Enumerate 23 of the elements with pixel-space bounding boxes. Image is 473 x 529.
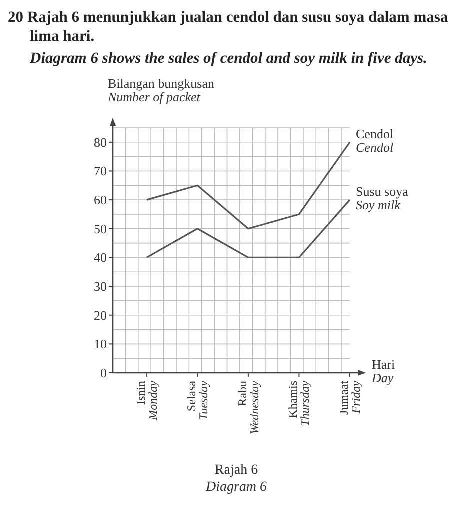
- y-tick-label: 30: [94, 279, 107, 294]
- x-axis-title: Hari Day: [371, 357, 396, 386]
- y-tick-label: 40: [94, 250, 107, 266]
- y-tick-label: 50: [94, 222, 107, 237]
- line-series: [146, 142, 351, 230]
- chart-title: 20 Rajah 6 menunjukkan jualan cendol dan susu soya dalam masa lima hari.: [8, 8, 450, 47]
- chart-subtitle: Diagram 6 shows the sales of cendol and soy milk in five days.: [29, 48, 428, 68]
- y-tick-label: 20: [94, 308, 107, 323]
- y-tick-label: 80: [94, 135, 107, 150]
- x-tick-label: Khamis Thursday: [286, 380, 312, 426]
- series-label: Susu soya Soy milk: [356, 184, 409, 213]
- series-label: Cendol Cendol: [356, 126, 394, 156]
- x-tick-label: Rabu Wednesday: [235, 380, 262, 435]
- y-axis-title: Bilangan bungkusan Number of packet: [107, 76, 216, 105]
- y-tick-label: 70: [94, 164, 107, 179]
- x-tick-label: Jumaat Friday: [337, 380, 363, 416]
- y-tick-label: 60: [94, 192, 107, 208]
- x-tick-label: Selasa Tuesday: [184, 380, 211, 420]
- x-tick-label: Isnin Monday: [134, 380, 160, 422]
- y-tick-label: 10: [94, 336, 107, 352]
- text: Diagram 6: [204, 480, 268, 496]
- y-tick-label: 0: [100, 366, 107, 381]
- text: Rajah 6: [214, 463, 258, 478]
